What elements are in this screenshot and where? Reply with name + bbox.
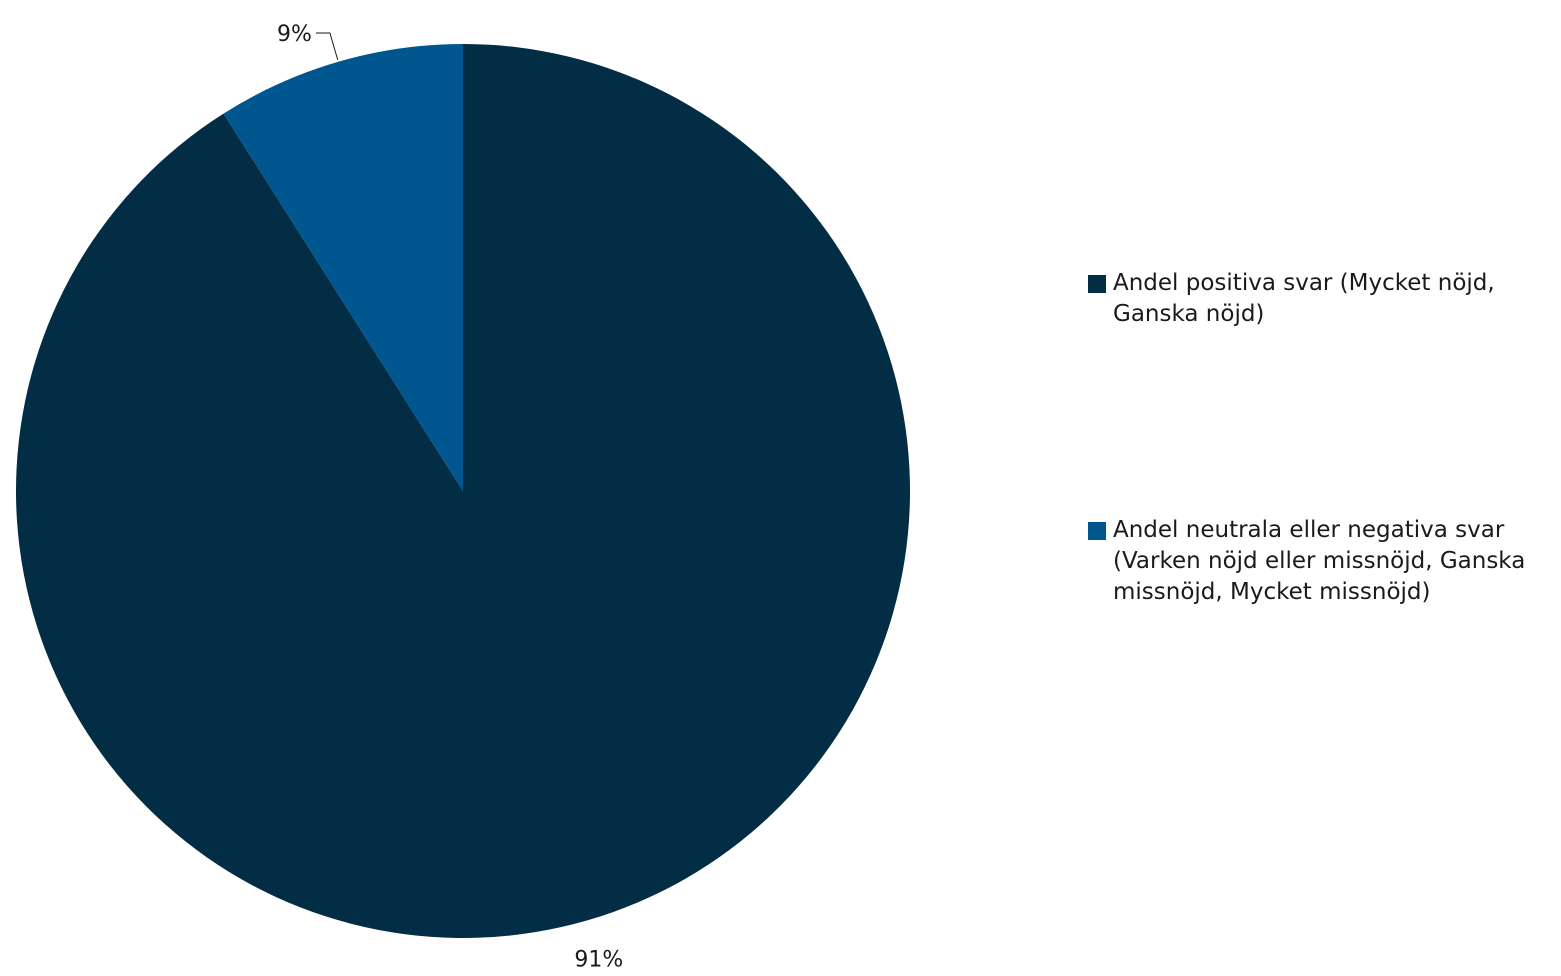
pie-slice-positive[interactable]: [15, 44, 911, 939]
legend-swatch-positive: [1088, 275, 1106, 293]
pie-chart: 91% 9%: [15, 22, 911, 973]
data-label-positive: 91%: [574, 948, 623, 973]
legend-label-positive: Andel positiva svar (Mycket nöjd, Ganska…: [1113, 270, 1495, 327]
leader-line: [315, 32, 339, 60]
legend-item-neutral-negative[interactable]: Andel neutrala eller negativa svar (Vark…: [1088, 515, 1558, 608]
pie-slice-neutral-negative[interactable]: [223, 44, 463, 491]
legend-label-neutral-negative: Andel neutrala eller negativa svar (Vark…: [1113, 517, 1526, 605]
legend-swatch-neutral-negative: [1088, 522, 1106, 540]
legend: Andel positiva svar (Mycket nöjd, Ganska…: [1088, 268, 1558, 608]
data-label-neutral-negative: 9%: [277, 22, 312, 47]
legend-item-positive[interactable]: Andel positiva svar (Mycket nöjd, Ganska…: [1088, 268, 1558, 330]
